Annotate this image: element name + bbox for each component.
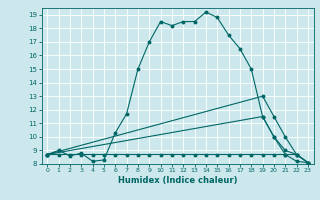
X-axis label: Humidex (Indice chaleur): Humidex (Indice chaleur) <box>118 176 237 185</box>
